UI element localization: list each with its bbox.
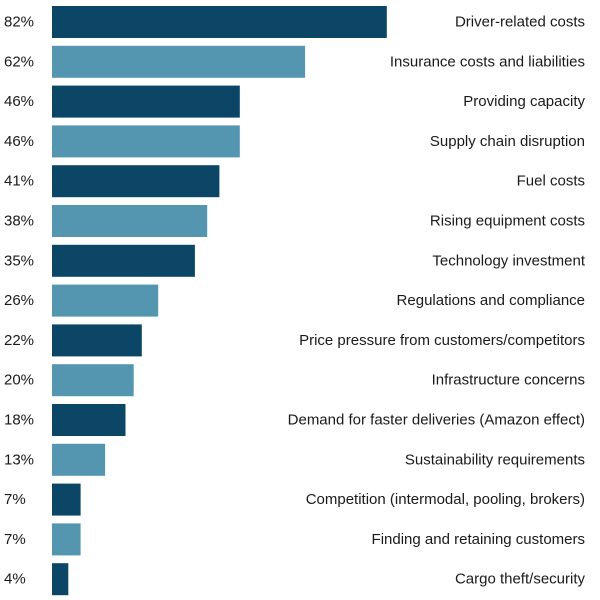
bar-5 [52, 165, 220, 198]
bar-4 [52, 125, 240, 158]
category-label-10: Infrastructure concerns [432, 372, 585, 389]
bar-11 [52, 404, 126, 436]
category-label-9: Price pressure from customers/competitor… [299, 332, 585, 349]
bar-15 [52, 563, 69, 596]
bar-9 [52, 324, 142, 357]
bar-2 [52, 45, 306, 78]
bar-1 [52, 6, 387, 38]
category-label-4: Supply chain disruption [430, 133, 585, 150]
category-label-12: Sustainability requirements [405, 451, 585, 468]
value-label-10: 20% [4, 372, 34, 389]
category-label-13: Competition (intermodal, pooling, broker… [306, 491, 585, 508]
bar-10 [52, 364, 134, 397]
category-label-11: Demand for faster deliveries (Amazon eff… [288, 412, 585, 429]
category-label-3: Providing capacity [463, 93, 585, 110]
value-label-4: 46% [4, 133, 34, 150]
bar-13 [52, 483, 81, 516]
bar-7 [52, 244, 195, 277]
bar-6 [52, 205, 208, 237]
category-label-8: Regulations and compliance [397, 292, 585, 309]
bar-12 [52, 443, 106, 476]
value-label-1: 82% [4, 14, 34, 31]
bar-8 [52, 284, 159, 317]
value-label-13: 7% [4, 491, 26, 508]
value-label-7: 35% [4, 252, 34, 269]
category-label-5: Fuel costs [517, 173, 585, 190]
category-label-7: Technology investment [432, 252, 585, 269]
value-label-6: 38% [4, 213, 34, 230]
category-label-6: Rising equipment costs [430, 213, 585, 230]
value-label-3: 46% [4, 93, 34, 110]
category-label-14: Finding and retaining customers [372, 531, 585, 548]
value-label-12: 13% [4, 451, 34, 468]
bar-3 [52, 85, 240, 118]
value-label-2: 62% [4, 53, 34, 70]
value-label-5: 41% [4, 173, 34, 190]
category-label-2: Insurance costs and liabilities [390, 53, 585, 70]
value-label-11: 18% [4, 412, 34, 429]
value-label-14: 7% [4, 531, 26, 548]
category-label-1: Driver-related costs [455, 14, 585, 31]
value-label-8: 26% [4, 292, 34, 309]
value-label-15: 4% [4, 571, 26, 588]
value-label-9: 22% [4, 332, 34, 349]
bar-14 [52, 523, 81, 556]
category-label-15: Cargo theft/security [455, 571, 586, 588]
